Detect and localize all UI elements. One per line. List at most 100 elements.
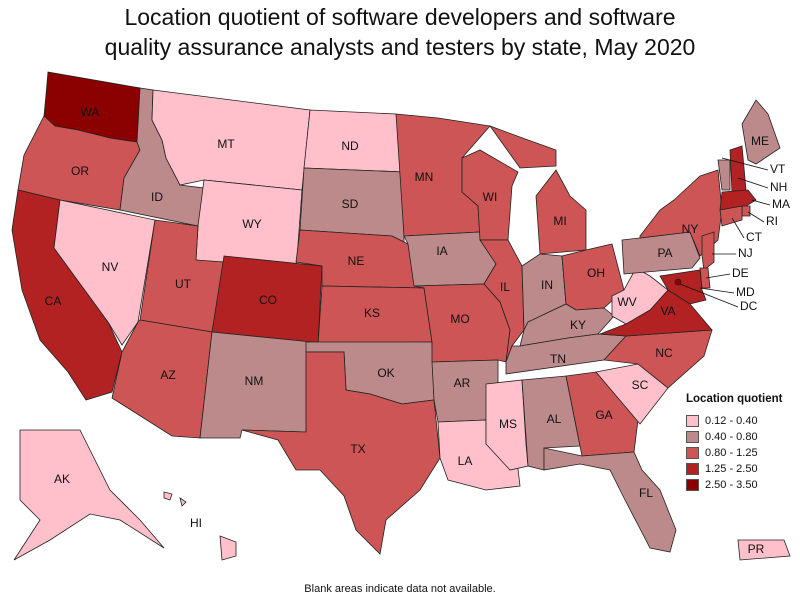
state-label-ne: NE xyxy=(348,254,365,268)
state-label-wi: WI xyxy=(483,190,498,204)
state-label-ky: KY xyxy=(570,318,586,332)
state-label-vt: VT xyxy=(770,162,786,176)
state-md xyxy=(659,269,707,305)
state-label-wa: WA xyxy=(81,105,100,119)
legend-swatch xyxy=(686,431,699,443)
state-label-sd: SD xyxy=(342,197,359,211)
legend: Location quotient 0.12 - 0.40 0.40 - 0.80… xyxy=(686,393,796,493)
state-ri xyxy=(741,205,751,217)
state-dc xyxy=(674,278,682,286)
state-nj xyxy=(701,231,715,271)
state-label-mo: MO xyxy=(450,312,469,326)
state-label-ok: OK xyxy=(377,366,394,380)
state-label-hi: HI xyxy=(190,516,202,530)
title-line-2: quality assurance analysts and testers b… xyxy=(104,34,696,60)
state-ct xyxy=(719,205,743,227)
state-label-ak: AK xyxy=(54,472,70,486)
state-tx xyxy=(241,351,441,555)
state-label-mn: MN xyxy=(415,170,434,184)
leader-line-de xyxy=(705,273,731,279)
state-label-va: VA xyxy=(660,304,675,318)
state-nh xyxy=(729,145,747,193)
state-label-nd: ND xyxy=(341,139,359,153)
legend-title: Location quotient xyxy=(686,393,783,405)
state-label-oh: OH xyxy=(587,266,605,280)
state-label-ar: AR xyxy=(454,376,471,390)
state-ma xyxy=(719,189,757,211)
state-label-nm: NM xyxy=(245,374,264,388)
state-label-wy: WY xyxy=(242,217,261,231)
legend-item: 0.40 - 0.80 xyxy=(686,429,796,445)
legend-item: 2.50 - 3.50 xyxy=(686,477,796,493)
state-label-ca: CA xyxy=(45,294,62,308)
state-label-pa: PA xyxy=(657,246,672,260)
state-vt xyxy=(717,159,731,191)
state-label-ny: NY xyxy=(682,222,699,236)
state-fl xyxy=(543,447,677,553)
state-label-la: LA xyxy=(458,454,473,468)
state-ak xyxy=(13,429,165,561)
legend-label: 2.50 - 3.50 xyxy=(705,479,758,491)
state-label-pr: PR xyxy=(748,542,765,556)
state-wv xyxy=(611,267,669,325)
legend-swatch xyxy=(686,463,699,475)
state-label-nj: NJ xyxy=(738,246,753,260)
legend-item: 1.25 - 2.50 xyxy=(686,461,796,477)
state-label-co: CO xyxy=(259,293,277,307)
state-label-ma: MA xyxy=(772,197,790,211)
legend-item: 0.80 - 1.25 xyxy=(686,445,796,461)
state-label-or: OR xyxy=(71,164,89,178)
state-label-ks: KS xyxy=(364,306,380,320)
state-label-md: MD xyxy=(736,285,755,299)
leader-line-md xyxy=(699,287,735,294)
state-label-ut: UT xyxy=(175,277,192,291)
state-label-id: ID xyxy=(151,190,163,204)
legend-label: 0.40 - 0.80 xyxy=(705,431,758,443)
title-line-1: Location quotient of software developers… xyxy=(124,4,676,30)
leader-line-vt xyxy=(721,157,769,171)
footnote: Blank areas indicate data not available. xyxy=(304,583,496,595)
legend-swatch xyxy=(686,447,699,459)
state-label-me: ME xyxy=(751,134,769,148)
state-label-ct: CT xyxy=(746,230,763,244)
state-label-mt: MT xyxy=(217,137,235,151)
state-label-wv: WV xyxy=(617,295,636,309)
state-tn xyxy=(505,333,627,375)
state-label-in: IN xyxy=(541,278,553,292)
state-label-al: AL xyxy=(547,412,562,426)
state-label-ri: RI xyxy=(766,214,778,228)
legend-label: 1.25 - 2.50 xyxy=(705,463,758,475)
state-label-nv: NV xyxy=(102,260,119,274)
legend-label: 0.12 - 0.40 xyxy=(705,415,758,427)
state-label-az: AZ xyxy=(160,368,175,382)
state-label-ia: IA xyxy=(436,244,447,258)
state-label-sc: SC xyxy=(632,378,649,392)
state-me xyxy=(741,99,781,165)
legend-swatch xyxy=(686,415,699,427)
leader-line-ct xyxy=(731,217,745,239)
state-pr xyxy=(737,539,791,561)
state-label-il: IL xyxy=(500,280,510,294)
leader-line-dc xyxy=(679,283,739,308)
state-label-fl: FL xyxy=(639,486,653,500)
leader-line-nh xyxy=(737,177,769,189)
state-ga xyxy=(565,371,639,457)
legend-label: 0.80 - 1.25 xyxy=(705,447,758,459)
state-label-tn: TN xyxy=(550,352,566,366)
state-label-tx: TX xyxy=(350,442,365,456)
leader-line-ma xyxy=(751,199,771,206)
state-label-ga: GA xyxy=(595,408,612,422)
state-label-mi: MI xyxy=(553,214,566,228)
leader-line-ri xyxy=(747,211,765,223)
state-hi xyxy=(163,491,237,561)
state-label-ms: MS xyxy=(499,417,517,431)
state-label-nh: NH xyxy=(770,180,787,194)
state-label-dc: DC xyxy=(740,299,758,313)
state-label-de: DE xyxy=(732,266,749,280)
legend-swatch xyxy=(686,479,699,491)
state-label-nc: NC xyxy=(655,346,673,360)
map-title: Location quotient of software developers… xyxy=(0,2,800,62)
legend-item: 0.12 - 0.40 xyxy=(686,413,796,429)
